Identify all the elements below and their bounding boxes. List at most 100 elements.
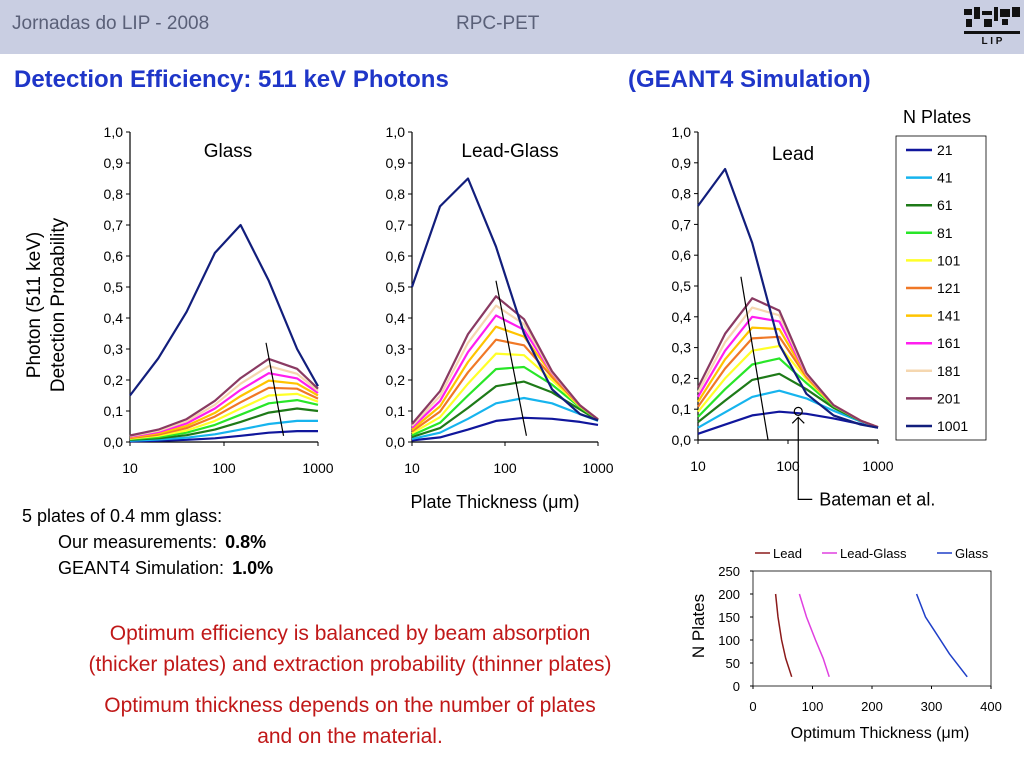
legend-label: 181 xyxy=(937,363,961,379)
notes-measured-label: Our measurements: xyxy=(58,532,218,552)
x-tick-label: 100 xyxy=(212,460,236,476)
x-tick-label: 0 xyxy=(749,699,756,714)
series-line-1001 xyxy=(697,167,879,429)
y-tick-label: 1,0 xyxy=(386,124,406,140)
panel-label: Lead xyxy=(772,144,814,165)
series-line-201 xyxy=(697,297,879,429)
x-tick-label: 1000 xyxy=(302,460,333,476)
x-tick-label: 400 xyxy=(980,699,1002,714)
optimum-line xyxy=(740,276,769,441)
legend-label: 121 xyxy=(937,280,961,296)
optimum-thickness-chart xyxy=(750,552,992,689)
conclusion-2: Optimum thickness depends on the number … xyxy=(10,690,690,752)
series-line-21 xyxy=(411,416,599,442)
legend-label: 81 xyxy=(937,225,953,241)
y-tick-label: 0,6 xyxy=(672,247,692,263)
notes-line-3: GEANT4 Simulation: 1.0% xyxy=(22,555,273,581)
y-tick-label: 0,3 xyxy=(104,341,124,357)
y-tick-label: 0,7 xyxy=(104,217,124,233)
series-line-61 xyxy=(697,372,879,429)
x-tick-label: 10 xyxy=(690,458,706,474)
y-tick-label: 0,9 xyxy=(672,155,692,171)
notes-sim-value: 1.0% xyxy=(232,558,274,578)
panel-lead-glass xyxy=(408,131,599,446)
annotation-arrow xyxy=(791,416,813,500)
series-line-61 xyxy=(129,407,319,441)
annotation-label: Bateman et al. xyxy=(819,489,935,509)
series-line-201 xyxy=(411,295,599,425)
slide-title-sim: (GEANT4 Simulation) xyxy=(628,66,871,93)
legend-label: 1001 xyxy=(937,418,968,434)
series-line-181 xyxy=(129,365,319,438)
series-line-141 xyxy=(129,379,319,439)
series-line-1001 xyxy=(410,177,599,422)
y-tick-label: 0,0 xyxy=(104,434,124,450)
legend-label: 141 xyxy=(937,308,961,324)
x-axis-title: Plate Thickness (μm) xyxy=(410,492,579,512)
series-line-21 xyxy=(129,430,318,443)
legend-label: 161 xyxy=(937,335,961,351)
y-tick-label: 0 xyxy=(733,679,740,694)
x-tick-label: 100 xyxy=(493,460,517,476)
y-axis-title: Detection Probability xyxy=(48,217,69,392)
series-line-81 xyxy=(129,399,319,441)
y-tick-label: 0,5 xyxy=(104,279,124,295)
y-tick-label: 0,5 xyxy=(386,279,406,295)
y-tick-label: 0,9 xyxy=(386,155,406,171)
series-line-lead-glass xyxy=(798,593,830,678)
optimum-line xyxy=(265,342,285,436)
slide-title-main: Detection Efficiency: 511 keV Photons xyxy=(14,66,449,93)
series-line-1001 xyxy=(129,223,319,397)
y-tick-label: 200 xyxy=(718,587,740,602)
y-tick-label: 0,0 xyxy=(672,432,692,448)
measurement-notes: 5 plates of 0.4 mm glass: Our measuremen… xyxy=(22,503,273,581)
y-axis-title: N Plates xyxy=(689,594,708,658)
y-tick-label: 0,2 xyxy=(104,372,124,388)
y-tick-label: 0,4 xyxy=(104,310,124,326)
x-tick-label: 1000 xyxy=(582,460,613,476)
y-axis-title: Photon (511 keV) xyxy=(24,232,45,378)
x-tick-label: 1000 xyxy=(862,458,893,474)
series-line-101 xyxy=(129,392,319,440)
series-line-161 xyxy=(129,372,319,438)
y-tick-label: 0,7 xyxy=(672,216,692,232)
y-tick-label: 0,3 xyxy=(672,340,692,356)
panel-label: Lead-Glass xyxy=(461,141,558,162)
legend-label: Lead xyxy=(773,546,802,561)
notes-measured-value: 0.8% xyxy=(225,532,267,552)
x-tick-label: 200 xyxy=(861,699,883,714)
series-line-41 xyxy=(411,396,599,440)
legend-label: 201 xyxy=(937,390,961,406)
notes-line-1: 5 plates of 0.4 mm glass: xyxy=(22,506,223,526)
measurement-marker xyxy=(793,406,803,416)
x-tick-label: 100 xyxy=(776,458,800,474)
x-tick-label: 10 xyxy=(404,460,420,476)
svg-text:L I P: L I P xyxy=(982,36,1003,45)
conference-name: Jornadas do LIP - 2008 xyxy=(12,13,210,34)
y-tick-label: 1,0 xyxy=(104,124,124,140)
legend-label: 21 xyxy=(937,142,953,158)
conclusion-line: (thicker plates) and extraction probabil… xyxy=(88,653,612,676)
conclusion-line: Optimum thickness depends on the number … xyxy=(104,694,596,717)
y-tick-label: 0,4 xyxy=(386,310,406,326)
y-tick-label: 150 xyxy=(718,610,740,625)
conclusion-1: Optimum efficiency is balanced by beam a… xyxy=(10,618,690,680)
series-line-glass xyxy=(915,593,968,678)
slide-header: Jornadas do LIP - 2008 RPC-PET L I P xyxy=(0,0,1024,54)
legend-label: Glass xyxy=(955,546,989,561)
y-tick-label: 0,1 xyxy=(672,401,692,417)
y-tick-label: 0,5 xyxy=(672,278,692,294)
x-tick-label: 10 xyxy=(122,460,138,476)
panel-glass xyxy=(126,131,319,446)
series-line-201 xyxy=(129,357,319,437)
y-tick-label: 0,0 xyxy=(386,434,406,450)
legend-label: 101 xyxy=(937,252,961,268)
panel-lead xyxy=(694,131,879,500)
y-tick-label: 0,8 xyxy=(672,186,692,202)
legend-title: N Plates xyxy=(903,107,971,127)
conclusion-line: Optimum efficiency is balanced by beam a… xyxy=(109,622,591,645)
series-line-41 xyxy=(129,419,318,442)
series-line-81 xyxy=(411,365,599,437)
y-tick-label: 0,7 xyxy=(386,217,406,233)
y-tick-label: 0,6 xyxy=(386,248,406,264)
